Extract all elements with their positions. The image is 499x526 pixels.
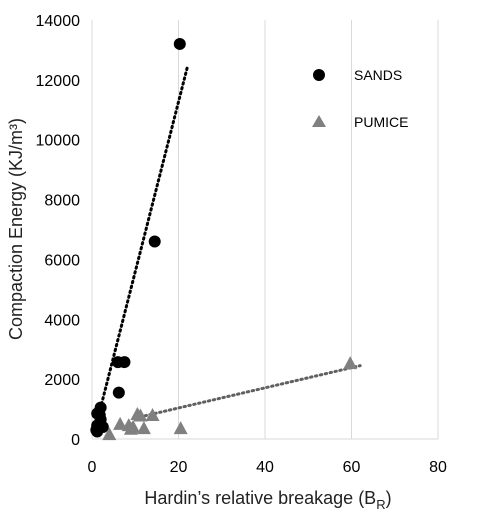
point-pumice [173,421,188,435]
trendlines [92,66,362,435]
point-sands [112,386,125,399]
legend-marker-pumice [312,115,326,127]
y-tick-label: 2000 [44,372,80,389]
y-axis-title: Compaction Energy (KJ/m³) [6,118,26,340]
trendline-sands [92,66,189,435]
x-tick-label: 80 [429,459,447,476]
x-tick-label: 60 [343,459,361,476]
point-sands [173,37,186,50]
point-pumice [113,416,128,430]
y-tick-label: 10000 [36,133,81,150]
point-pumice [343,356,358,370]
trendline-pumice [133,364,362,420]
point-pumice [123,421,138,435]
x-axis-title-subscript: R [376,497,385,512]
x-tick-label: 0 [88,459,97,476]
axes [91,20,438,440]
data-points [90,37,358,441]
legend-label-pumice: PUMICE [354,114,408,130]
y-tick-label: 0 [71,432,80,449]
y-tick-label: 12000 [36,73,81,90]
legend-label-sands: SANDS [354,67,402,83]
x-axis-title-suffix: ) [386,488,392,508]
x-tick-label: 20 [170,459,188,476]
x-axis-title: Hardin’s relative breakage (BR) [144,488,391,512]
point-sands [148,235,161,248]
x-tick-labels: 0 20 40 60 80 [88,459,447,476]
point-pumice [102,427,117,441]
legend: SANDS PUMICE [312,67,408,130]
y-tick-label: 8000 [44,193,80,210]
point-pumice [145,407,160,421]
grid-lines [178,20,439,439]
y-tick-label: 14000 [36,13,81,30]
point-sands [91,425,104,438]
x-axis-title-main: Hardin’s relative breakage (B [144,488,376,508]
x-tick-label: 40 [256,459,274,476]
point-sands [118,356,131,369]
legend-marker-sands [313,69,325,81]
point-pumice [133,408,148,422]
y-tick-label: 6000 [44,252,80,269]
y-tick-labels: 0 2000 4000 6000 8000 10000 12000 14000 [36,13,81,449]
y-tick-label: 4000 [44,312,80,329]
point-pumice [136,421,151,435]
